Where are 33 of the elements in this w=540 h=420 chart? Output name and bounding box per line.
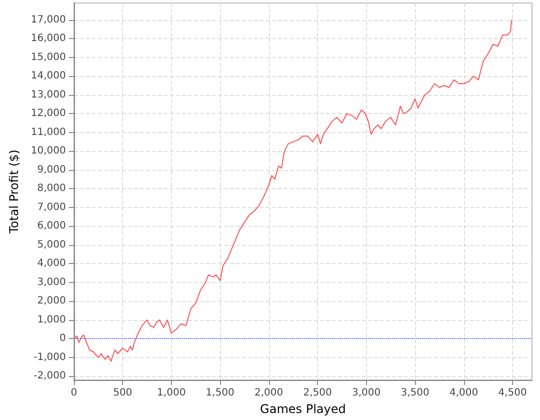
y-tick-label: 5,000 xyxy=(37,239,66,250)
y-tick-label: 3,000 xyxy=(37,276,66,288)
x-tick-label: 2,500 xyxy=(303,388,332,398)
x-tick-label: 3,500 xyxy=(400,388,430,398)
y-tick-label: -1,000 xyxy=(34,352,66,363)
y-tick-label: -2,000 xyxy=(34,370,66,382)
x-tick-label: 4,000 xyxy=(449,388,478,398)
x-tick-label: 500 xyxy=(113,388,132,398)
y-tick-label: 2,000 xyxy=(37,296,66,307)
y-tick-label: 8,000 xyxy=(37,183,66,194)
y-tick-label: 10,000 xyxy=(30,146,66,157)
y-tick-label: 11,000 xyxy=(30,126,66,138)
y-tick-label: 15,000 xyxy=(30,52,66,63)
y-tick-label: 14,000 xyxy=(30,70,66,82)
y-tick-label: 12,000 xyxy=(30,108,66,120)
y-axis-title: Total Profit ($) xyxy=(7,150,21,234)
y-tick-label: 1,000 xyxy=(37,314,66,326)
x-tick-label: 1,000 xyxy=(157,388,186,398)
x-tick-label: 3,000 xyxy=(352,388,381,398)
x-tick-label: 0 xyxy=(70,388,78,398)
line-series xyxy=(73,19,512,362)
y-tick-label: 9,000 xyxy=(37,164,66,176)
y-tick-label: 6,000 xyxy=(37,220,66,232)
x-axis-title: Games Played xyxy=(260,402,346,416)
y-tick-label: 4,000 xyxy=(37,258,66,270)
y-tick-label: 13,000 xyxy=(30,89,66,100)
y-tick-label: 7,000 xyxy=(37,202,66,213)
y-tick-label: 16,000 xyxy=(30,33,66,44)
y-tick-label: 0 xyxy=(60,333,66,344)
y-tick-label: 17,000 xyxy=(30,14,66,26)
x-tick-label: 4,500 xyxy=(498,388,527,398)
x-tick-label: 1,500 xyxy=(206,388,234,398)
x-tick-label: 2,000 xyxy=(254,388,284,398)
